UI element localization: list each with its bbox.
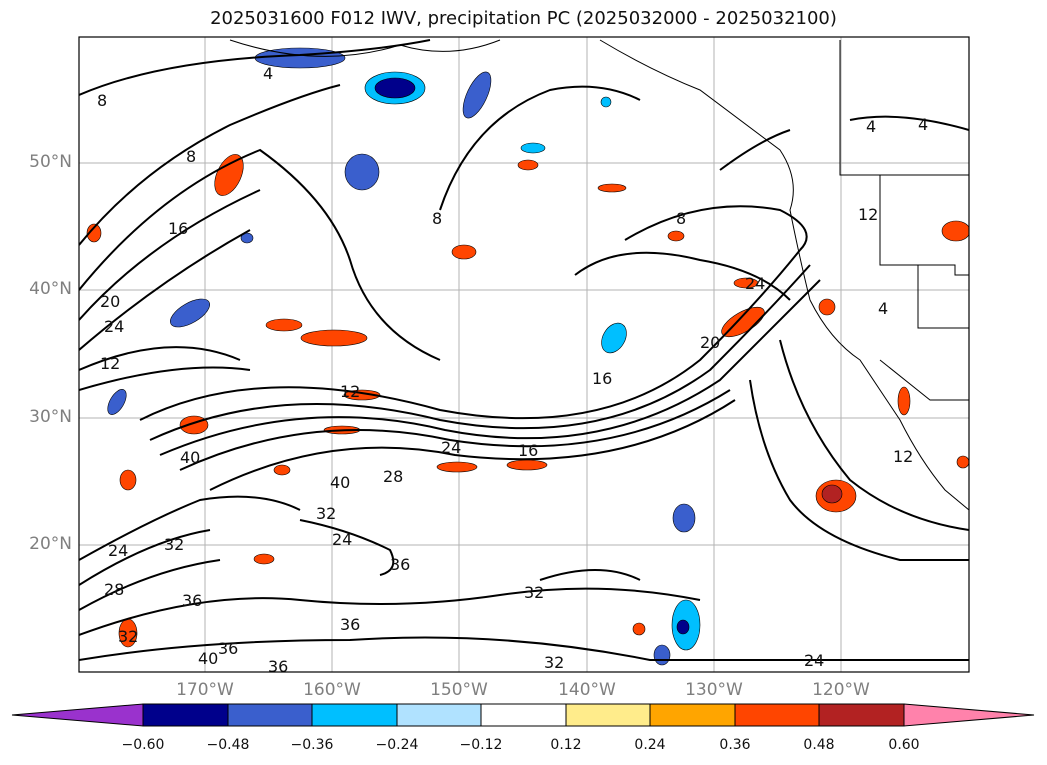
colorbar-bin <box>142 703 229 727</box>
lat-label: 40°N <box>29 279 72 299</box>
lat-label: 20°N <box>29 534 72 554</box>
svg-text:32: 32 <box>544 653 564 672</box>
colorbar-bin <box>396 703 482 727</box>
svg-text:36: 36 <box>268 657 288 676</box>
svg-text:8: 8 <box>97 91 107 110</box>
svg-text:24: 24 <box>441 438 461 457</box>
svg-text:24: 24 <box>804 651 824 670</box>
colorbar-tick-label: 0.24 <box>634 737 666 753</box>
svg-text:8: 8 <box>432 209 442 228</box>
svg-text:24: 24 <box>332 530 352 549</box>
svg-text:24: 24 <box>104 317 124 336</box>
svg-text:36: 36 <box>182 591 202 610</box>
svg-text:32: 32 <box>164 535 184 554</box>
iwv-contours <box>79 39 969 661</box>
svg-text:32: 32 <box>118 627 138 646</box>
svg-text:12: 12 <box>340 382 360 401</box>
colorbar-bin <box>480 703 567 727</box>
colorbar-tick-label: 0.48 <box>803 737 835 753</box>
colorbar <box>11 703 1035 727</box>
colorbar-bin <box>649 703 736 727</box>
svg-text:4: 4 <box>878 299 888 318</box>
svg-text:40: 40 <box>180 448 200 467</box>
svg-text:12: 12 <box>893 447 913 466</box>
colorbar-extend-high <box>903 703 1035 727</box>
lat-label: 50°N <box>29 152 72 172</box>
colorbar-tick-label: −0.12 <box>459 737 503 753</box>
svg-text:12: 12 <box>100 354 120 373</box>
lon-label: 150°W <box>430 680 488 700</box>
svg-text:12: 12 <box>858 205 878 224</box>
lon-label: 130°W <box>685 680 743 700</box>
svg-text:28: 28 <box>104 580 124 599</box>
lon-label: 120°W <box>812 680 870 700</box>
colorbar-tick-label: −0.24 <box>375 737 419 753</box>
lat-label: 30°N <box>29 407 72 427</box>
svg-text:8: 8 <box>186 147 196 166</box>
colorbar-bin <box>227 703 313 727</box>
svg-text:20: 20 <box>700 333 720 352</box>
svg-text:40: 40 <box>330 473 350 492</box>
contour-labels: 4 8 8 8 8 4 4 4 16 20 24 12 12 16 20 24 … <box>97 64 928 676</box>
precip-positive <box>86 154 969 648</box>
colorbar-tick-label: 0.12 <box>550 737 582 753</box>
svg-text:4: 4 <box>918 115 928 134</box>
svg-text:16: 16 <box>592 369 612 388</box>
plot-area <box>79 37 969 672</box>
svg-text:32: 32 <box>524 583 544 602</box>
plot-frame <box>78 36 970 673</box>
svg-text:36: 36 <box>340 615 360 634</box>
svg-text:36: 36 <box>218 639 238 658</box>
svg-text:4: 4 <box>263 64 273 83</box>
svg-text:16: 16 <box>168 219 188 238</box>
svg-text:36: 36 <box>390 555 410 574</box>
map-title: 2025031600 F012 IWV, precipitation PC (2… <box>210 8 837 29</box>
svg-text:4: 4 <box>866 117 876 136</box>
colorbar-bin <box>734 703 820 727</box>
colorbar-extend-low <box>11 703 144 727</box>
colorbar-tick-label: 0.36 <box>719 737 751 753</box>
colorbar-bin <box>311 703 398 727</box>
colorbar-tick-label: −0.60 <box>121 737 165 753</box>
colorbar-tick-label: −0.36 <box>290 737 334 753</box>
lon-label: 140°W <box>558 680 616 700</box>
svg-text:40: 40 <box>198 649 218 668</box>
svg-text:16: 16 <box>518 441 538 460</box>
svg-text:24: 24 <box>745 274 765 293</box>
svg-text:20: 20 <box>100 292 120 311</box>
svg-text:24: 24 <box>108 541 128 560</box>
colorbar-tick-label: −0.48 <box>206 737 250 753</box>
colorbar-bin <box>565 703 651 727</box>
svg-text:32: 32 <box>316 504 336 523</box>
lon-label: 160°W <box>303 680 361 700</box>
svg-text:28: 28 <box>383 467 403 486</box>
lon-label: 170°W <box>176 680 234 700</box>
colorbar-tick-label: 0.60 <box>888 737 920 753</box>
svg-text:8: 8 <box>676 209 686 228</box>
colorbar-bin <box>818 703 905 727</box>
